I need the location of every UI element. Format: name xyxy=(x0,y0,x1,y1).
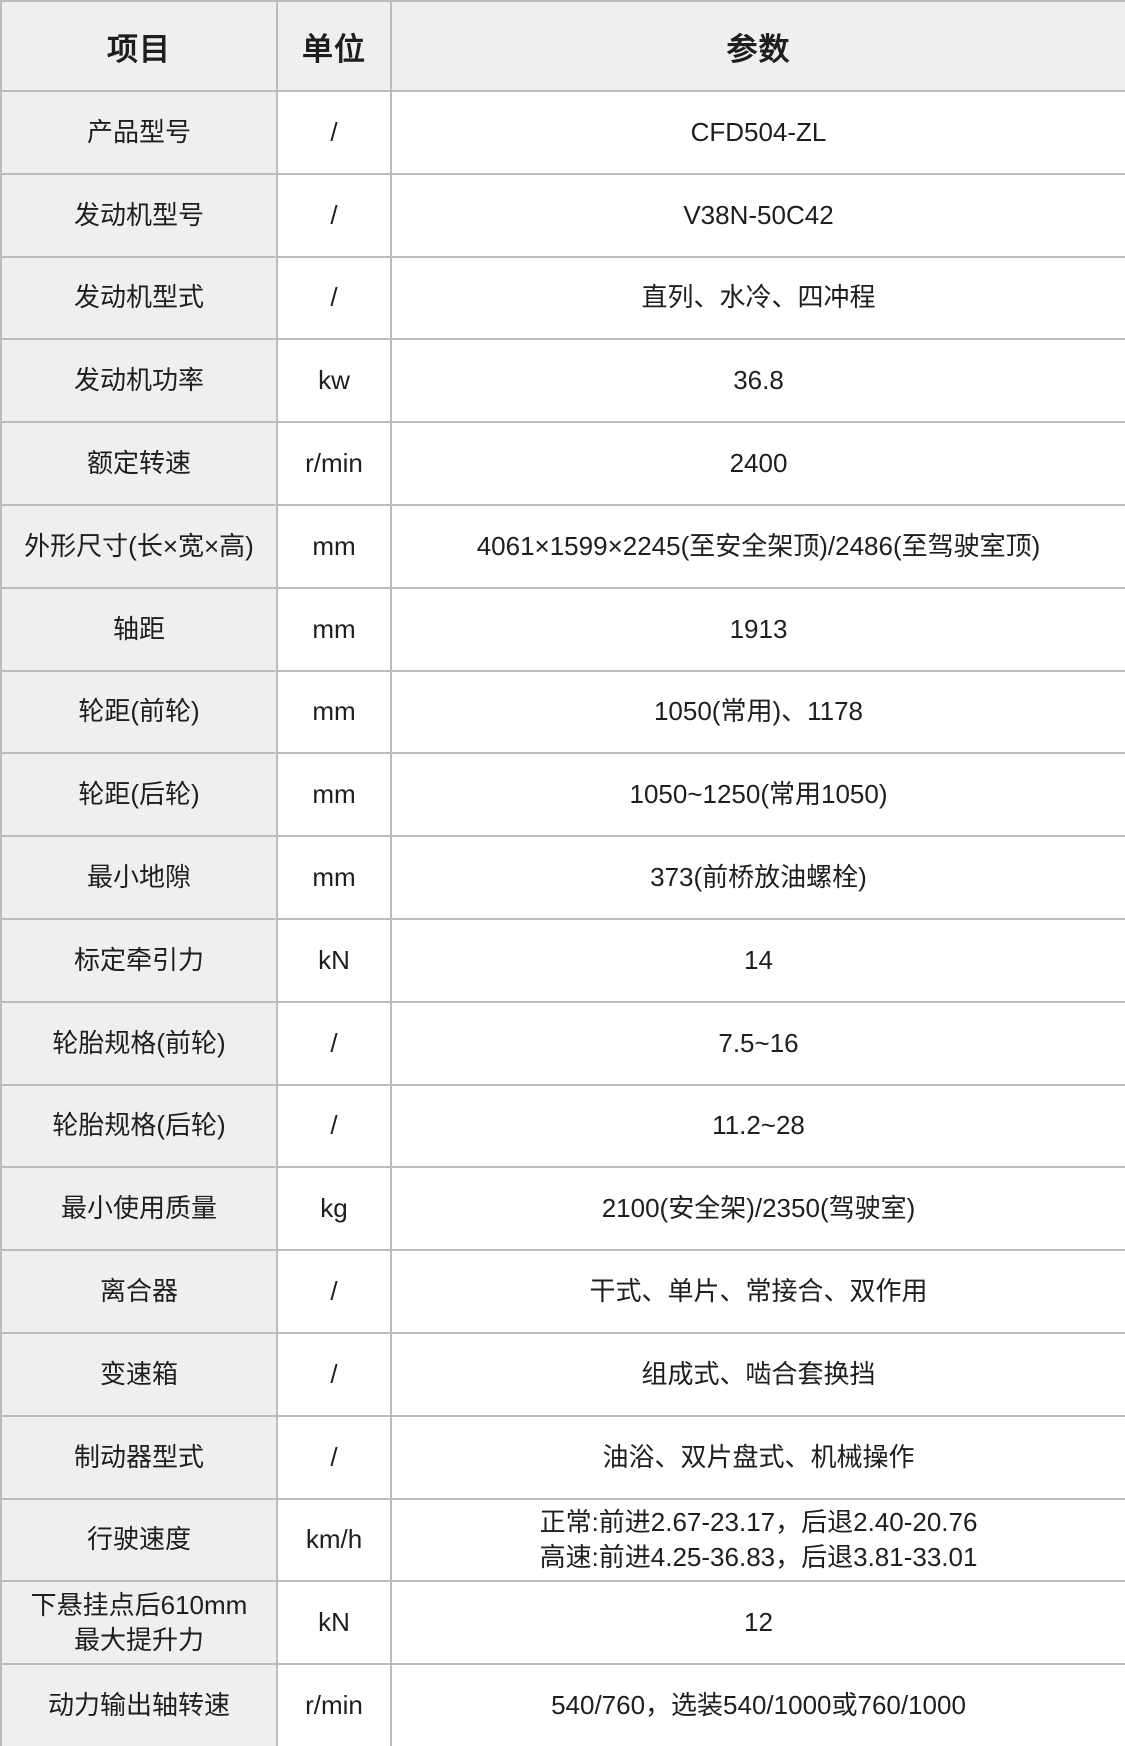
table-row: 行驶速度 km/h 正常:前进2.67-23.17，后退2.40-20.76 高… xyxy=(0,1497,1125,1583)
item-label: 动力输出轴转速 xyxy=(0,1663,278,1746)
table-row: 发动机型号 / V38N-50C42 xyxy=(0,172,1125,258)
unit-label: / xyxy=(276,1083,392,1169)
unit-label: mm xyxy=(276,669,392,755)
unit-label: km/h xyxy=(276,1497,392,1583)
unit-label: / xyxy=(276,172,392,258)
unit-label: mm xyxy=(276,503,392,589)
item-label: 行驶速度 xyxy=(0,1497,278,1583)
unit-label: / xyxy=(276,255,392,341)
value-text: 2400 xyxy=(390,421,1125,506)
table-row: 轮胎规格(后轮) / 11.2~28 xyxy=(0,1083,1125,1169)
item-label: 发动机型式 xyxy=(0,255,278,341)
unit-label: mm xyxy=(276,835,392,920)
item-label: 变速箱 xyxy=(0,1331,278,1417)
item-label: 额定转速 xyxy=(0,421,278,506)
item-label: 轮胎规格(后轮) xyxy=(0,1083,278,1169)
unit-label: kN xyxy=(276,1580,392,1666)
value-text: CFD504-ZL xyxy=(390,90,1125,175)
value-text: 14 xyxy=(390,917,1125,1003)
item-label: 最小使用质量 xyxy=(0,1166,278,1252)
item-label: 产品型号 xyxy=(0,90,278,175)
table-row: 轴距 mm 1913 xyxy=(0,586,1125,672)
value-text: 1050(常用)、1178 xyxy=(390,669,1125,755)
item-label: 轮胎规格(前轮) xyxy=(0,1000,278,1086)
value-text: 1913 xyxy=(390,586,1125,672)
value-text: 11.2~28 xyxy=(390,1083,1125,1169)
item-label: 发动机功率 xyxy=(0,338,278,424)
item-label: 轴距 xyxy=(0,586,278,672)
table-row: 标定牵引力 kN 14 xyxy=(0,917,1125,1003)
unit-label: r/min xyxy=(276,421,392,506)
unit-label: / xyxy=(276,90,392,175)
table-row: 最小地隙 mm 373(前桥放油螺栓) xyxy=(0,835,1125,920)
item-label: 轮距(后轮) xyxy=(0,752,278,838)
value-text: 4061×1599×2245(至安全架顶)/2486(至驾驶室顶) xyxy=(390,503,1125,589)
item-label: 发动机型号 xyxy=(0,172,278,258)
table-row: 外形尺寸(长×宽×高) mm 4061×1599×2245(至安全架顶)/248… xyxy=(0,503,1125,589)
item-label: 轮距(前轮) xyxy=(0,669,278,755)
header-cell-value: 参数 xyxy=(390,0,1125,92)
header-cell-item: 项目 xyxy=(0,0,278,92)
value-text: 组成式、啮合套换挡 xyxy=(390,1331,1125,1417)
table-row: 轮胎规格(前轮) / 7.5~16 xyxy=(0,1000,1125,1086)
unit-label: kg xyxy=(276,1166,392,1252)
table-row: 轮距(后轮) mm 1050~1250(常用1050) xyxy=(0,752,1125,838)
item-label: 最小地隙 xyxy=(0,835,278,920)
value-text: V38N-50C42 xyxy=(390,172,1125,258)
table-row: 动力输出轴转速 r/min 540/760，选装540/1000或760/100… xyxy=(0,1663,1125,1746)
value-text: 1050~1250(常用1050) xyxy=(390,752,1125,838)
header-cell-unit: 单位 xyxy=(276,0,392,92)
unit-label: / xyxy=(276,1331,392,1417)
value-text: 干式、单片、常接合、双作用 xyxy=(390,1249,1125,1334)
table-row: 发动机功率 kw 36.8 xyxy=(0,338,1125,424)
header-row: 项目 单位 参数 xyxy=(0,0,1125,92)
table-row: 制动器型式 / 油浴、双片盘式、机械操作 xyxy=(0,1414,1125,1500)
table-row: 产品型号 / CFD504-ZL xyxy=(0,90,1125,175)
value-text: 373(前桥放油螺栓) xyxy=(390,835,1125,920)
unit-label: / xyxy=(276,1414,392,1500)
unit-label: kw xyxy=(276,338,392,424)
value-text: 7.5~16 xyxy=(390,1000,1125,1086)
spec-table-body: 产品型号 / CFD504-ZL 发动机型号 / V38N-50C42 发动机型… xyxy=(0,90,1125,1746)
unit-label: r/min xyxy=(276,1663,392,1746)
unit-label: mm xyxy=(276,752,392,838)
table-row: 发动机型式 / 直列、水冷、四冲程 xyxy=(0,255,1125,341)
unit-label: / xyxy=(276,1249,392,1334)
table-row: 变速箱 / 组成式、啮合套换挡 xyxy=(0,1331,1125,1417)
value-text: 油浴、双片盘式、机械操作 xyxy=(390,1414,1125,1500)
table-row: 离合器 / 干式、单片、常接合、双作用 xyxy=(0,1249,1125,1334)
item-label: 下悬挂点后610mm 最大提升力 xyxy=(0,1580,278,1666)
value-text: 540/760，选装540/1000或760/1000 xyxy=(390,1663,1125,1746)
item-label: 标定牵引力 xyxy=(0,917,278,1003)
table-row: 轮距(前轮) mm 1050(常用)、1178 xyxy=(0,669,1125,755)
unit-label: kN xyxy=(276,917,392,1003)
unit-label: / xyxy=(276,1000,392,1086)
value-text: 12 xyxy=(390,1580,1125,1666)
value-text: 36.8 xyxy=(390,338,1125,424)
table-row: 下悬挂点后610mm 最大提升力 kN 12 xyxy=(0,1580,1125,1666)
value-text: 2100(安全架)/2350(驾驶室) xyxy=(390,1166,1125,1252)
item-label: 外形尺寸(长×宽×高) xyxy=(0,503,278,589)
item-label: 制动器型式 xyxy=(0,1414,278,1500)
item-label: 离合器 xyxy=(0,1249,278,1334)
table-row: 额定转速 r/min 2400 xyxy=(0,421,1125,506)
unit-label: mm xyxy=(276,586,392,672)
value-text: 正常:前进2.67-23.17，后退2.40-20.76 高速:前进4.25-3… xyxy=(390,1497,1125,1583)
table-row: 最小使用质量 kg 2100(安全架)/2350(驾驶室) xyxy=(0,1166,1125,1252)
value-text: 直列、水冷、四冲程 xyxy=(390,255,1125,341)
